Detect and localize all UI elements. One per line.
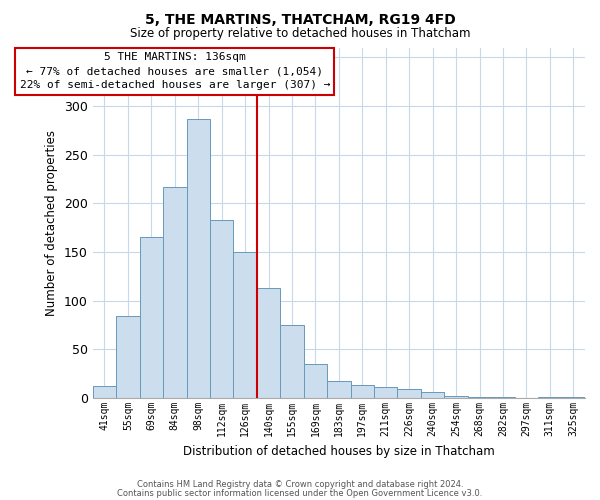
Text: Size of property relative to detached houses in Thatcham: Size of property relative to detached ho… bbox=[130, 28, 470, 40]
Bar bbox=[233, 252, 257, 398]
X-axis label: Distribution of detached houses by size in Thatcham: Distribution of detached houses by size … bbox=[183, 444, 495, 458]
Y-axis label: Number of detached properties: Number of detached properties bbox=[46, 130, 58, 316]
Bar bbox=[187, 118, 210, 398]
Text: 5 THE MARTINS: 136sqm
← 77% of detached houses are smaller (1,054)
22% of semi-d: 5 THE MARTINS: 136sqm ← 77% of detached … bbox=[20, 52, 330, 90]
Text: Contains public sector information licensed under the Open Government Licence v3: Contains public sector information licen… bbox=[118, 488, 482, 498]
Bar bbox=[468, 397, 491, 398]
Bar bbox=[163, 187, 187, 398]
Bar bbox=[350, 386, 374, 398]
Bar bbox=[327, 380, 350, 398]
Text: 5, THE MARTINS, THATCHAM, RG19 4FD: 5, THE MARTINS, THATCHAM, RG19 4FD bbox=[145, 12, 455, 26]
Bar bbox=[491, 397, 515, 398]
Bar bbox=[421, 392, 445, 398]
Bar bbox=[140, 238, 163, 398]
Bar bbox=[93, 386, 116, 398]
Bar bbox=[397, 390, 421, 398]
Bar bbox=[257, 288, 280, 398]
Bar bbox=[562, 397, 585, 398]
Bar bbox=[538, 397, 562, 398]
Bar bbox=[210, 220, 233, 398]
Bar bbox=[445, 396, 468, 398]
Bar bbox=[116, 316, 140, 398]
Bar bbox=[374, 388, 397, 398]
Bar bbox=[280, 325, 304, 398]
Text: Contains HM Land Registry data © Crown copyright and database right 2024.: Contains HM Land Registry data © Crown c… bbox=[137, 480, 463, 489]
Bar bbox=[304, 364, 327, 398]
